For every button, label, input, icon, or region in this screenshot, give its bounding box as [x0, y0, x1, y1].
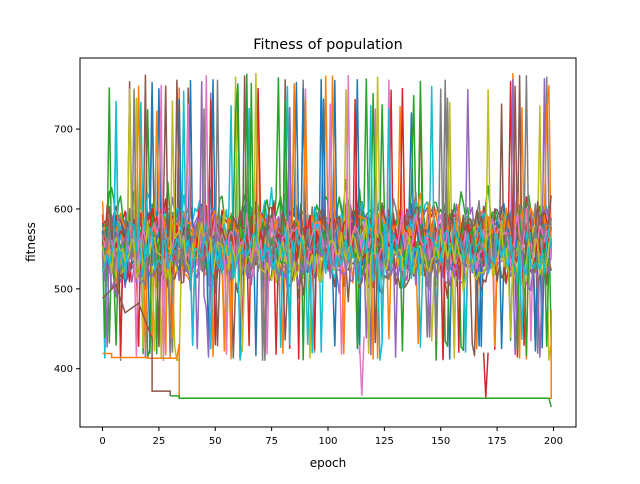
population-line-30 — [101, 90, 552, 361]
x-tick-label: 175 — [488, 436, 507, 447]
x-tick-label: 25 — [153, 436, 166, 447]
population-line-26 — [101, 79, 552, 348]
y-tick-label: 400 — [54, 364, 73, 375]
x-axis-label: epoch — [310, 456, 347, 470]
y-tick-label: 500 — [54, 284, 73, 295]
x-tick-label: 200 — [544, 436, 563, 447]
plot-area — [101, 72, 552, 408]
x-tick-label: 100 — [318, 436, 337, 447]
series-line-2 — [101, 283, 171, 396]
x-tick-label: 150 — [431, 436, 450, 447]
x-tick-label: 0 — [99, 436, 105, 447]
y-tick-label: 600 — [54, 204, 73, 215]
chart-title: Fitness of population — [253, 37, 402, 53]
y-axis-label: fitness — [24, 222, 38, 262]
x-tick-label: 125 — [375, 436, 394, 447]
x-axis: 0 25 50 75 100 125 150 175 200 — [99, 427, 563, 447]
x-tick-label: 75 — [265, 436, 278, 447]
x-tick-label: 50 — [209, 436, 222, 447]
y-tick-label: 700 — [54, 125, 73, 136]
y-axis: 400 500 600 700 — [54, 125, 80, 375]
series-line-5 — [358, 336, 365, 396]
series-line-4 — [482, 352, 489, 398]
series-line-3 — [170, 395, 552, 408]
